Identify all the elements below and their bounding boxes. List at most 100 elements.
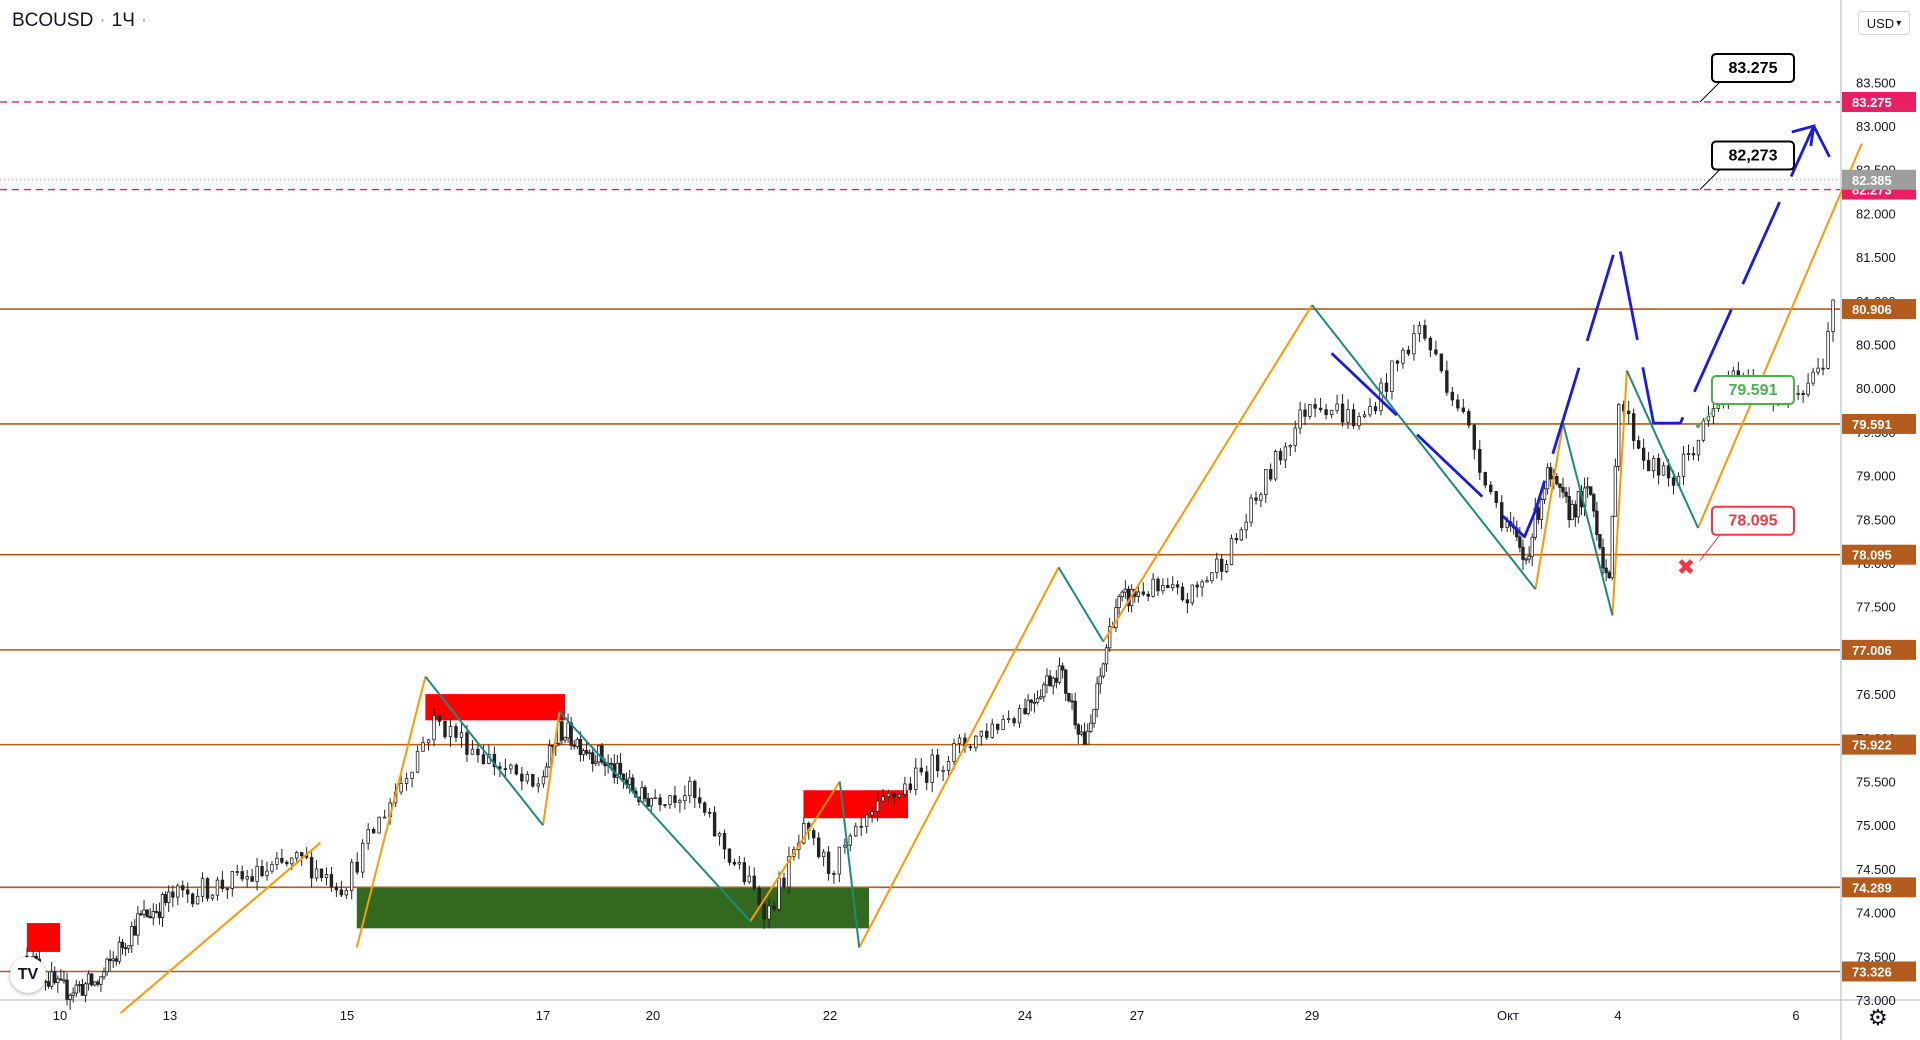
candle-body [1324,409,1328,416]
candle-body [1567,495,1571,521]
candle-body [1701,420,1706,441]
candle-body [1696,439,1701,456]
candle-body [1123,588,1128,593]
candle-body [148,916,152,919]
candle-body [295,852,299,859]
candle-body [925,771,929,783]
support-level-tag-bg [1842,299,1916,320]
price-callouts: 83.275 82,273 79.591 78.095 ✖ [1677,52,1795,581]
candle-body [1483,471,1487,486]
candle-body [355,861,359,873]
candle-body [334,886,339,891]
zigzag-down-leg [1311,304,1537,590]
candle-body [1229,538,1234,565]
candle-body [600,745,604,763]
candle-body [816,837,821,858]
candle-body [1564,491,1568,497]
candle-body [53,971,57,983]
candle-body [640,787,644,803]
candle-body [952,743,956,762]
price-tick-label: 74.000 [1856,906,1896,921]
candle-body [1831,299,1835,332]
candle-body [870,811,874,816]
tradingview-logo-icon[interactable]: TV [10,957,46,993]
candle-body [1631,413,1636,441]
zigzag-up-leg [1102,304,1313,643]
candle-body [1161,585,1165,592]
candle-body [74,984,78,994]
chevron-down-icon: ▾ [1896,17,1902,29]
candle-body [727,848,732,863]
candle-body [65,979,69,1000]
candle-body [1082,731,1087,745]
support-level-tag: 79.591 [1852,417,1892,432]
candle-body [454,726,458,738]
cross-marker-icon: ✖ [1677,556,1695,581]
zigzag-drawings [119,143,1863,1014]
candle-body [615,762,620,778]
candle-body [1064,669,1068,694]
price-tick-label: 78.500 [1856,512,1896,527]
candle-body [821,851,826,858]
candle-body [1098,675,1102,685]
candle-body [1185,599,1190,604]
candle-body [990,723,994,738]
candle-body [1086,730,1090,745]
callout-label: 82,273 [1729,148,1778,165]
callout-box [1711,505,1795,536]
candle-body [1595,510,1599,536]
candle-body [382,816,387,819]
candle-body [1395,360,1400,364]
candle-body [275,857,279,865]
candle-body [1811,371,1815,384]
candle-body [1067,692,1071,702]
symbol-name: BCOUSD [12,10,94,31]
candle-body [1318,407,1323,411]
zigzag-up-leg [1697,143,1863,529]
zigzag-down-leg [1057,566,1105,643]
candle-body [1524,558,1528,561]
candle-body [843,844,847,848]
zigzag-up-leg [749,780,841,922]
candle-body [1536,507,1541,520]
support-level-tag-bg [1842,639,1916,660]
candle-body [732,861,737,865]
candle-body [171,891,175,898]
candle-body [627,777,632,786]
candle-body [220,879,225,889]
candle-body [1293,427,1297,446]
support-level-tag-bg [1842,877,1916,898]
candle-body [230,871,235,889]
candle-body [908,783,913,790]
callout-box [1711,52,1795,83]
candle-body [270,863,274,872]
candle-body [432,715,436,741]
currency-button[interactable]: USD ▾ [1858,11,1910,35]
candle-body [1545,467,1550,490]
symbol-header[interactable]: BCOUSD · 1Ч · [12,10,153,32]
candle-body [1215,558,1219,573]
candle-body [492,753,497,768]
candle-body [448,726,453,738]
gear-icon[interactable]: ⚙ [1868,1005,1888,1030]
candle-body [1095,683,1099,710]
candle-body [1500,502,1504,528]
time-tick-label: 13 [163,1008,177,1023]
candle-body [1278,450,1283,461]
candle-body [782,877,786,888]
candle-body [1373,406,1378,412]
candle-body [108,958,112,962]
candle-body [1576,491,1581,518]
candle-body [265,870,269,877]
candle-body [752,875,756,889]
candle-body [1428,337,1433,351]
candle-body [225,888,230,890]
candle-body [1023,708,1027,714]
candle-body [957,737,962,744]
candle-body [68,994,72,1000]
demand-zone [356,887,869,929]
candle-body [1401,349,1405,364]
candle-body [1136,591,1141,597]
candle-body [309,856,314,879]
